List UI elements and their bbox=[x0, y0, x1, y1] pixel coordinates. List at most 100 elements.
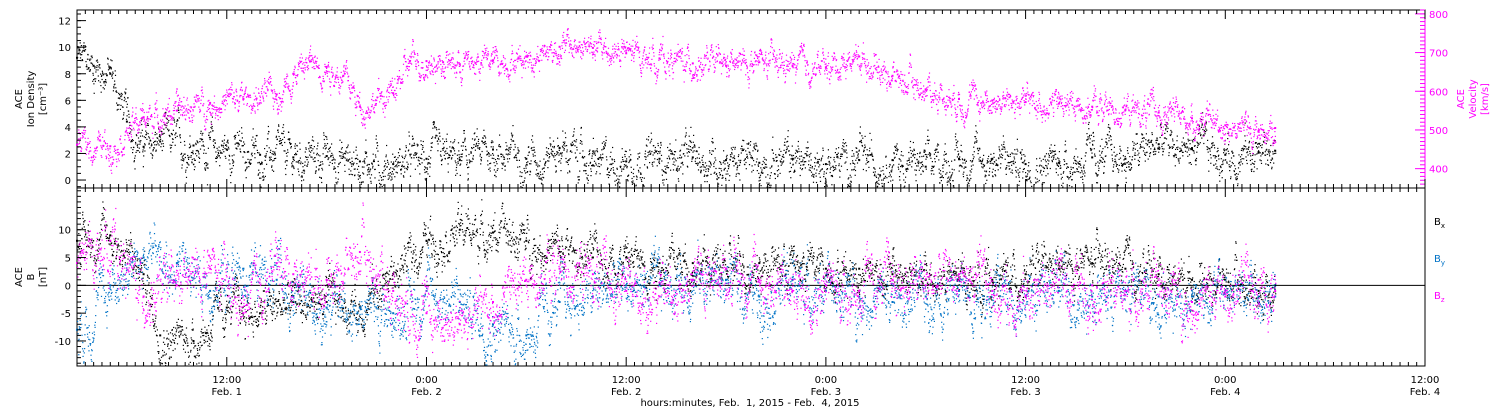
density-sample bbox=[284, 168, 287, 170]
density-sample bbox=[646, 145, 648, 147]
density-sample bbox=[1064, 140, 1067, 142]
density-sample bbox=[538, 173, 540, 175]
velocity-sample bbox=[121, 150, 123, 153]
density-sample bbox=[949, 171, 951, 173]
density-sample bbox=[829, 164, 831, 166]
density-sample bbox=[784, 144, 786, 146]
density-sample bbox=[1181, 150, 1183, 152]
density-sample bbox=[192, 153, 194, 155]
density-sample bbox=[191, 161, 193, 163]
density-sample bbox=[185, 182, 187, 184]
density-sample bbox=[972, 158, 974, 160]
density-sample bbox=[198, 161, 200, 163]
velocity-sample bbox=[161, 132, 163, 134]
density-sample bbox=[203, 152, 205, 154]
density-sample bbox=[1223, 150, 1226, 152]
density-sample bbox=[787, 140, 789, 142]
velocity-sample bbox=[213, 108, 215, 110]
density-sample bbox=[714, 171, 716, 173]
density-sample bbox=[1256, 168, 1258, 170]
density-sample bbox=[890, 176, 892, 178]
density-sample bbox=[862, 137, 864, 139]
density-sample bbox=[1008, 165, 1010, 167]
density-sample bbox=[780, 161, 782, 163]
density-sample bbox=[151, 143, 153, 145]
density-sample bbox=[496, 163, 498, 165]
density-sample bbox=[496, 149, 498, 151]
density-sample bbox=[315, 171, 317, 173]
density-sample bbox=[794, 169, 796, 171]
density-sample bbox=[299, 157, 301, 159]
density-sample bbox=[977, 153, 979, 155]
density-sample bbox=[969, 160, 972, 162]
density-sample bbox=[1142, 140, 1144, 142]
density-sample bbox=[859, 132, 861, 134]
velocity-sample bbox=[149, 118, 151, 120]
density-sample bbox=[138, 140, 140, 142]
density-sample bbox=[1258, 150, 1260, 152]
density-sample bbox=[911, 166, 913, 168]
density-sample bbox=[1000, 163, 1002, 165]
density-sample bbox=[304, 161, 306, 163]
density-sample bbox=[606, 174, 608, 176]
density-sample bbox=[931, 161, 933, 163]
density-sample bbox=[464, 140, 466, 142]
density-sample bbox=[1042, 182, 1044, 184]
density-sample bbox=[546, 151, 548, 153]
density-sample bbox=[583, 164, 585, 166]
density-sample bbox=[332, 156, 334, 158]
velocity-sample bbox=[229, 93, 231, 95]
density-sample bbox=[368, 163, 370, 166]
velocity-sample bbox=[105, 148, 107, 150]
density-sample bbox=[1133, 144, 1135, 146]
density-sample bbox=[413, 154, 415, 156]
density-sample bbox=[509, 151, 511, 153]
density-sample bbox=[1051, 152, 1053, 154]
density-sample bbox=[268, 156, 271, 158]
density-sample bbox=[897, 166, 899, 168]
density-sample bbox=[640, 179, 642, 181]
density-sample bbox=[525, 165, 527, 167]
density-sample bbox=[1070, 166, 1072, 168]
density-sample bbox=[947, 177, 949, 179]
density-sample bbox=[542, 173, 544, 175]
density-sample bbox=[671, 153, 673, 155]
velocity-sample bbox=[100, 145, 102, 147]
density-sample bbox=[633, 182, 635, 185]
density-sample bbox=[757, 164, 759, 166]
density-sample bbox=[346, 158, 348, 160]
density-sample bbox=[595, 173, 597, 175]
density-sample bbox=[370, 182, 372, 184]
density-sample bbox=[188, 158, 190, 160]
velocity-sample bbox=[241, 89, 243, 91]
density-sample bbox=[163, 132, 165, 134]
density-sample bbox=[396, 164, 398, 166]
velocity-sample bbox=[210, 114, 212, 116]
density-sample bbox=[198, 156, 200, 158]
velocity-sample bbox=[327, 64, 329, 66]
density-sample bbox=[1221, 164, 1223, 166]
density-sample bbox=[537, 164, 539, 166]
density-sample bbox=[852, 162, 854, 164]
density-sample bbox=[117, 108, 119, 110]
density-sample bbox=[304, 151, 306, 153]
density-sample bbox=[286, 164, 288, 166]
density-sample bbox=[156, 133, 158, 135]
density-sample bbox=[945, 160, 947, 162]
velocity-sample bbox=[95, 156, 97, 158]
velocity-sample bbox=[262, 95, 264, 97]
density-sample bbox=[384, 165, 386, 167]
density-sample bbox=[778, 148, 781, 150]
velocity-sample bbox=[254, 105, 256, 107]
density-sample bbox=[81, 59, 83, 61]
density-sample bbox=[1068, 185, 1071, 187]
density-sample bbox=[345, 150, 347, 152]
density-sample bbox=[465, 155, 467, 157]
density-sample bbox=[728, 179, 730, 181]
density-sample bbox=[1194, 145, 1196, 147]
density-sample bbox=[259, 172, 261, 174]
velocity-sample bbox=[110, 165, 112, 167]
density-sample bbox=[679, 157, 681, 159]
density-sample bbox=[216, 157, 218, 159]
density-sample bbox=[1093, 135, 1095, 138]
